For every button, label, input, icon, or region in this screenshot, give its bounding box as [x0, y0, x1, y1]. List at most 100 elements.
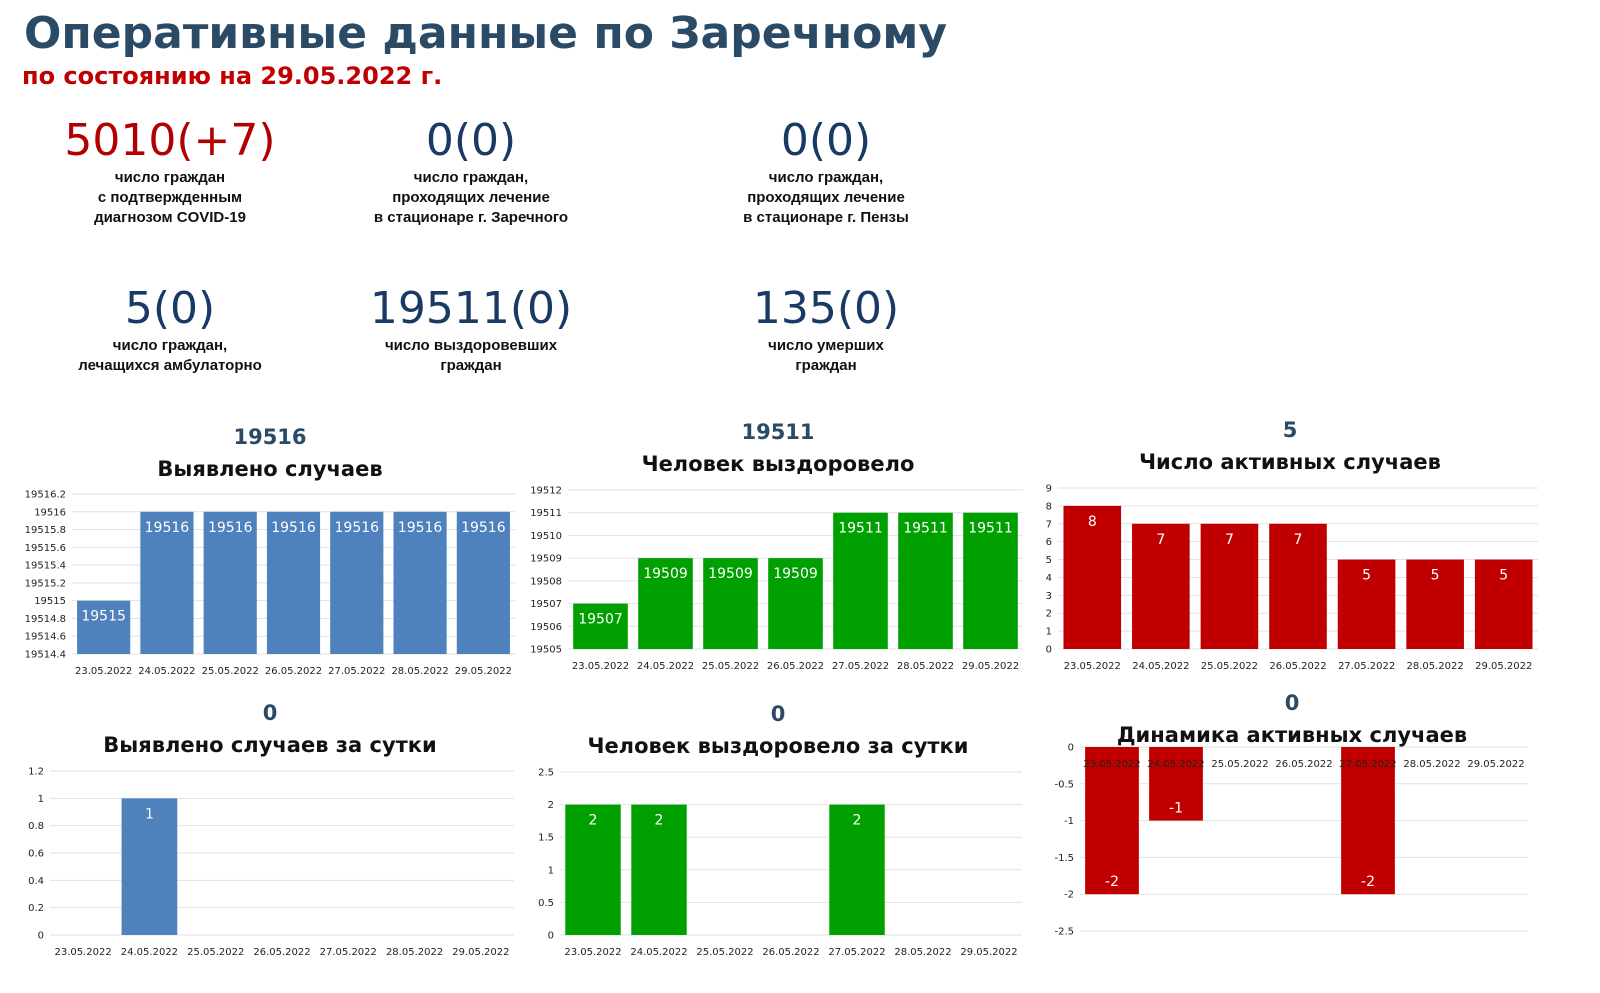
- chart-top-value: 0: [771, 702, 786, 726]
- y-tick-label: -1: [1064, 816, 1074, 827]
- bar-value-label: -2: [1105, 874, 1119, 890]
- bar: [703, 558, 758, 649]
- bar: [266, 511, 321, 654]
- stat-label-line: в стационаре г. Заречного: [373, 209, 569, 226]
- stat-label-line: число выздоровевших: [384, 337, 558, 354]
- stat-label-line: лечащихся амбулаторно: [78, 357, 262, 374]
- bar-value-label: 19511: [968, 521, 1013, 537]
- stat-label-line: число умерших: [768, 337, 884, 354]
- x-tick-label: 26.05.2022: [767, 661, 824, 672]
- bar: [1269, 523, 1327, 649]
- x-tick-label: 28.05.2022: [894, 947, 951, 958]
- y-tick-label: 19515.6: [25, 543, 66, 554]
- stat-label: число выздоровевших граждан: [321, 336, 621, 376]
- stat-label-line: число граждан,: [768, 169, 884, 186]
- y-tick-label: 2: [548, 800, 554, 811]
- bar: [1474, 559, 1533, 649]
- y-tick-label: 3: [1046, 591, 1052, 602]
- x-tick-label: 27.05.2022: [1338, 661, 1395, 672]
- x-tick-label: 29.05.2022: [960, 947, 1017, 958]
- y-tick-label: 19511: [530, 508, 562, 519]
- bar: [393, 511, 447, 654]
- stat-value: 19511(0): [369, 283, 573, 334]
- y-tick-label: 2.5: [538, 768, 554, 779]
- y-tick-label: -1.5: [1054, 853, 1074, 864]
- chart-top-value: 19511: [741, 420, 814, 444]
- y-tick-label: 19506: [530, 622, 562, 633]
- y-tick-label: 7: [1046, 519, 1052, 530]
- stat-label-line: граждан: [440, 357, 502, 374]
- bar: [1337, 559, 1396, 649]
- chart-top-value: 5: [1283, 418, 1298, 442]
- x-tick-label: 23.05.2022: [55, 947, 112, 958]
- stat-hospital-penza: 0(0) число граждан, проходящих лечение в…: [676, 116, 976, 228]
- y-tick-label: -2.5: [1054, 927, 1074, 938]
- bar: [833, 512, 888, 649]
- chart-title: Человек выздоровело: [642, 452, 915, 476]
- chart-top-value: 0: [263, 701, 278, 725]
- x-tick-label: 29.05.2022: [1475, 661, 1532, 672]
- bar-value-label: 19516: [398, 520, 443, 536]
- bar: [1063, 505, 1122, 649]
- chart-title: Число активных случаев: [1139, 450, 1441, 474]
- x-tick-label: 24.05.2022: [138, 666, 195, 677]
- x-tick-label: 28.05.2022: [1407, 661, 1464, 672]
- y-tick-label: 19516.2: [25, 490, 66, 501]
- y-tick-label: 2: [1046, 609, 1052, 620]
- bar: [1085, 747, 1139, 895]
- x-tick-label: 27.05.2022: [320, 947, 377, 958]
- y-tick-label: 19515: [34, 596, 66, 607]
- bar-value-label: 19515: [81, 609, 126, 625]
- x-tick-label: 25.05.2022: [702, 661, 759, 672]
- bar-value-label: 7: [1225, 532, 1234, 548]
- stat-label-line: число граждан,: [413, 169, 529, 186]
- y-tick-label: 19514.4: [25, 650, 66, 661]
- y-tick-label: 19505: [530, 645, 562, 656]
- x-tick-label: 25.05.2022: [202, 666, 259, 677]
- bar: [1341, 747, 1395, 895]
- bar: [898, 512, 953, 649]
- x-tick-label: 27.05.2022: [832, 661, 889, 672]
- bar-value-label: 19516: [461, 520, 506, 536]
- y-tick-label: 19515.2: [25, 578, 66, 589]
- x-tick-label: 26.05.2022: [265, 666, 322, 677]
- x-tick-label: 28.05.2022: [391, 666, 448, 677]
- y-tick-label: 1.2: [28, 767, 44, 778]
- bar: [1406, 559, 1464, 649]
- bar-value-label: 19516: [271, 520, 316, 536]
- page-subtitle: по состоянию на 29.05.2022 г.: [22, 62, 443, 90]
- bar-value-label: 7: [1294, 532, 1303, 548]
- x-tick-label: 23.05.2022: [1083, 759, 1140, 770]
- bar: [565, 804, 621, 935]
- bar-value-label: -2: [1361, 874, 1375, 890]
- bar-value-label: 8: [1088, 514, 1097, 530]
- chart-title: Выявлено случаев за сутки: [103, 733, 437, 757]
- x-tick-label: 29.05.2022: [1467, 759, 1524, 770]
- bar-value-label: 19511: [838, 521, 883, 537]
- bar-value-label: 19516: [335, 520, 380, 536]
- bar: [456, 511, 510, 654]
- bar: [121, 798, 178, 935]
- y-tick-label: 0: [1046, 645, 1052, 656]
- stat-confirmed: 5010(+7) число граждан с подтвержденным …: [20, 116, 320, 228]
- y-tick-label: 19512: [530, 486, 562, 497]
- y-tick-label: 19515.8: [25, 525, 66, 536]
- y-tick-label: 19509: [530, 554, 562, 565]
- stat-label: число граждан, проходящих лечение в стац…: [676, 168, 976, 228]
- x-tick-label: 27.05.2022: [828, 947, 885, 958]
- bar: [963, 512, 1018, 649]
- bar-value-label: 5: [1362, 568, 1371, 584]
- x-tick-label: 24.05.2022: [121, 947, 178, 958]
- chart-title: Выявлено случаев: [157, 457, 382, 481]
- stat-value: 5010(+7): [64, 115, 276, 166]
- stat-label-line: число граждан,: [112, 337, 228, 354]
- y-tick-label: 8: [1046, 501, 1052, 512]
- chart-top-value: 0: [1285, 691, 1300, 715]
- bar: [1149, 747, 1203, 821]
- y-tick-label: 5: [1046, 555, 1052, 566]
- y-tick-label: 9: [1046, 484, 1052, 495]
- y-tick-label: 19516: [34, 507, 66, 518]
- x-tick-label: 26.05.2022: [253, 947, 310, 958]
- chart-title: Человек выздоровело за сутки: [587, 734, 968, 758]
